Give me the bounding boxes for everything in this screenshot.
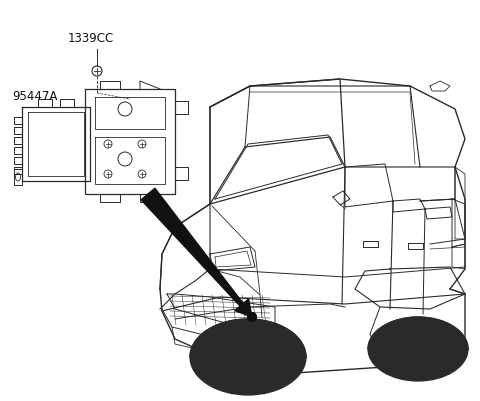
Polygon shape — [141, 189, 252, 317]
Ellipse shape — [203, 328, 293, 387]
Ellipse shape — [190, 319, 306, 395]
Circle shape — [247, 312, 257, 322]
Ellipse shape — [393, 333, 443, 365]
Ellipse shape — [379, 324, 457, 374]
Text: 1339CC: 1339CC — [68, 32, 114, 45]
Text: 95447A: 95447A — [12, 90, 58, 103]
Ellipse shape — [368, 317, 468, 381]
Ellipse shape — [408, 343, 428, 356]
Ellipse shape — [235, 348, 261, 366]
Ellipse shape — [219, 338, 277, 376]
Circle shape — [247, 312, 257, 322]
